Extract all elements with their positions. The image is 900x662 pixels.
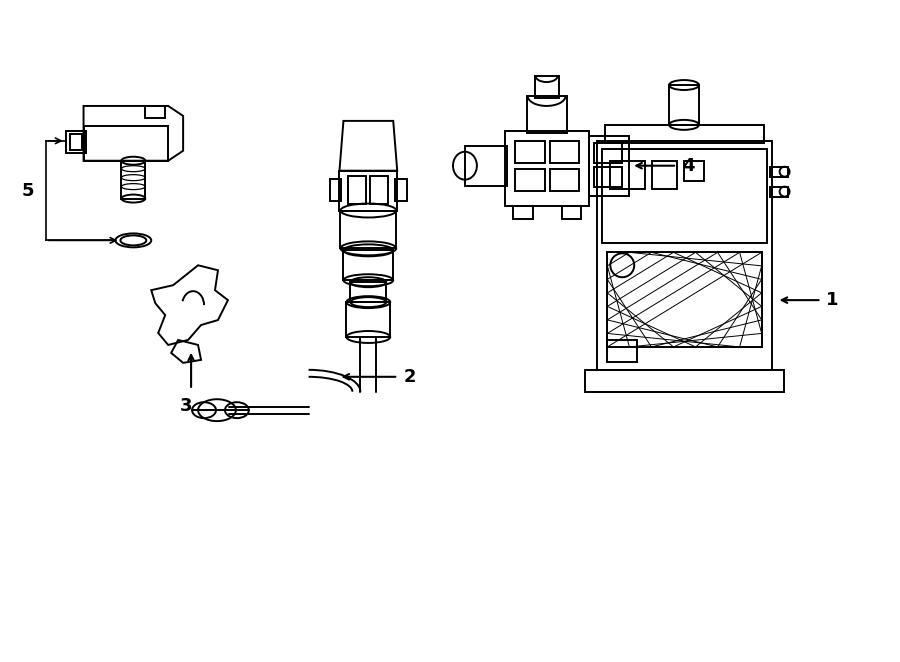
Text: 3: 3 [180,397,193,414]
Bar [594,143,622,163]
Bar [602,149,767,244]
Bar [340,211,396,248]
Bar [610,161,645,189]
Bar [395,179,407,201]
Bar [69,134,82,150]
Bar [329,179,341,201]
Bar [598,141,771,370]
Text: 5: 5 [22,181,34,199]
Bar [84,126,168,161]
Bar [370,175,388,203]
Bar [515,141,544,163]
Bar [344,250,393,280]
Text: 1: 1 [826,291,839,309]
Bar [590,136,629,195]
Bar [562,205,581,220]
Bar [515,169,544,191]
Bar [550,141,580,163]
Bar [550,169,580,191]
Bar [465,146,507,185]
Bar [122,161,145,199]
Bar [339,171,397,211]
Bar [513,205,533,220]
Bar [594,167,622,187]
Bar [585,370,784,392]
Bar [606,125,764,143]
Bar [684,161,704,181]
Text: 4: 4 [682,157,695,175]
Text: 2: 2 [403,368,416,386]
Bar [505,131,590,205]
Bar [526,96,566,133]
Bar [535,76,559,98]
Bar [652,161,677,189]
Bar [348,175,366,203]
Bar [608,340,637,362]
Bar [66,131,86,153]
Bar [346,302,391,337]
Bar [608,252,761,347]
Bar [669,85,699,125]
Bar [145,106,166,118]
Bar [770,187,788,197]
Bar [350,282,386,302]
Bar [770,167,788,177]
